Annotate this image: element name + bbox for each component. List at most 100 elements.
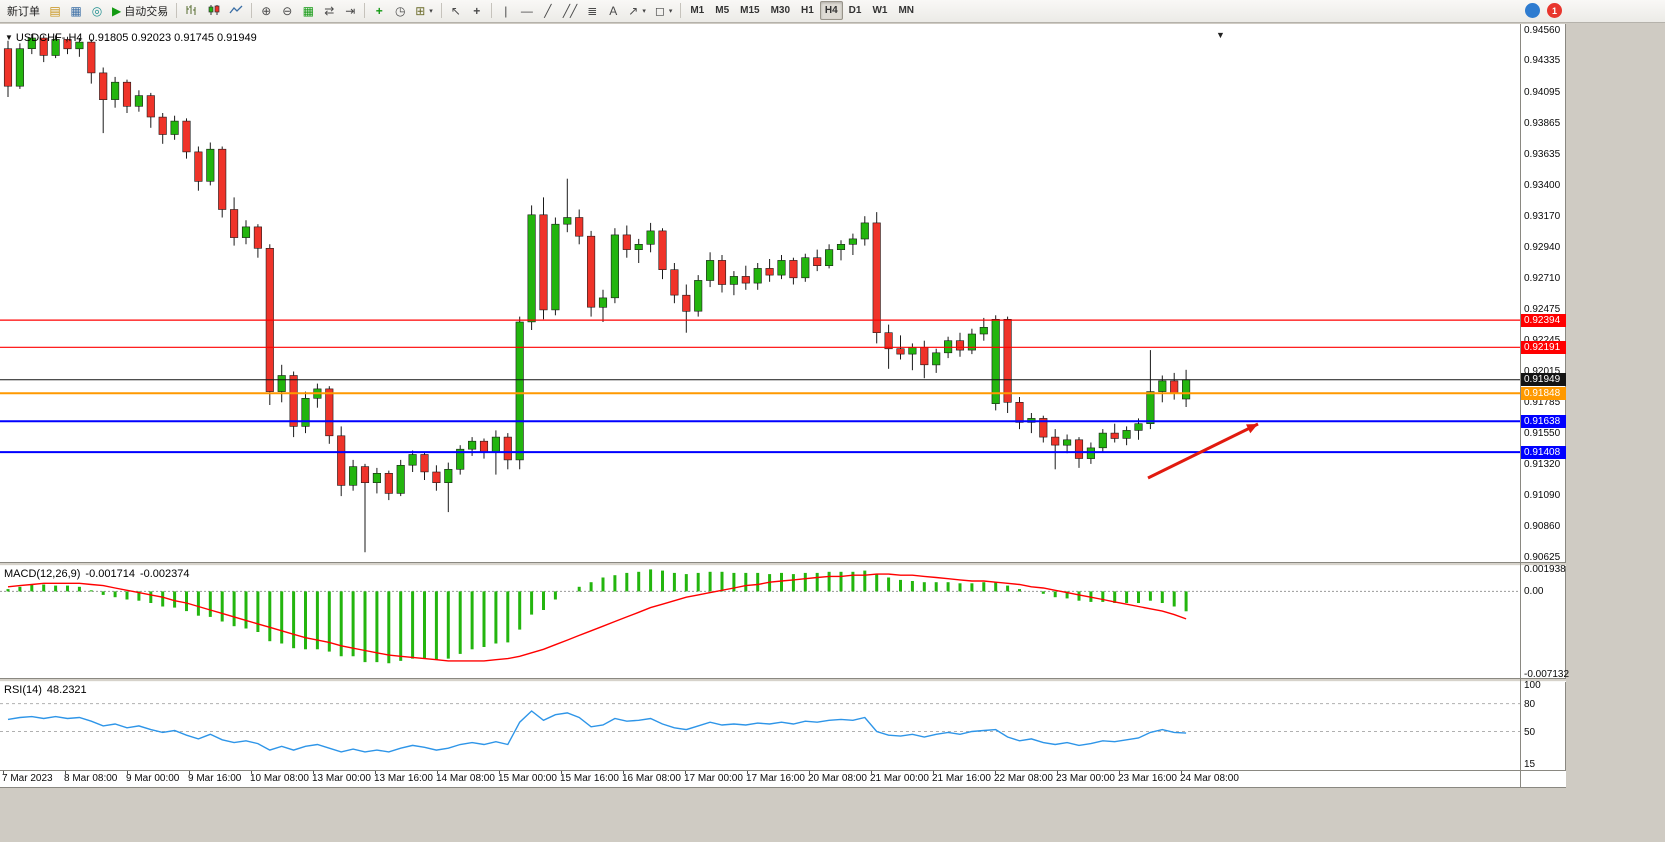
time-axis-tick <box>1181 771 1182 774</box>
chart-shift-button[interactable]: ⇥ <box>340 1 360 20</box>
price-line-label[interactable]: 0.91848 <box>1521 386 1566 400</box>
clock-icon: ◷ <box>394 3 406 18</box>
price-axis-label: 0.90860 <box>1524 520 1561 532</box>
trendline-icon: ╱ <box>544 3 552 18</box>
price-axis-label: 0.90625 <box>1524 552 1561 563</box>
crosshair-icon: + <box>473 3 481 18</box>
one-click-trading-toggle-icon[interactable]: ▼ <box>5 33 13 42</box>
time-axis-tick <box>995 771 996 774</box>
fibonacci-button[interactable]: ≣ <box>582 1 602 20</box>
toolbar-separator <box>490 3 492 18</box>
rsi-chart-canvas[interactable] <box>0 682 1520 770</box>
rsi-value: 48.2321 <box>46 684 87 696</box>
time-axis-label: 7 Mar 2023 <box>2 773 53 784</box>
line-chart-icon <box>229 4 243 18</box>
macd-histogram <box>6 569 1188 664</box>
toolbar-separator <box>176 3 178 18</box>
navigator-button[interactable]: ◎ <box>87 1 107 20</box>
price-axis-label: 0.92940 <box>1524 242 1561 253</box>
zoom-out-button[interactable]: ⊖ <box>277 1 297 20</box>
macd-chart-canvas[interactable] <box>0 566 1520 678</box>
arrow-tool-icon: ↗ <box>628 3 639 18</box>
horizontal-line-button[interactable]: — <box>517 1 537 20</box>
price-axis-label: 0.94095 <box>1524 87 1561 99</box>
periods-button[interactable]: ◷ <box>390 1 410 20</box>
timeframe-button-h4[interactable]: H4 <box>819 1 843 20</box>
time-axis-label: 21 Mar 16:00 <box>932 773 991 784</box>
market-watch-icon: ▤ <box>49 3 61 18</box>
price-line-label[interactable]: 0.91638 <box>1521 414 1566 428</box>
timeframe-button-m5[interactable]: M5 <box>710 1 734 20</box>
price-chart-canvas[interactable] <box>0 28 1520 562</box>
time-axis-label: 13 Mar 16:00 <box>374 773 433 784</box>
timeframe-button-mn[interactable]: MN <box>893 1 919 20</box>
timeframe-button-w1[interactable]: W1 <box>867 1 892 20</box>
time-axis[interactable] <box>0 770 1566 787</box>
text-tool-icon: A <box>609 3 618 18</box>
auto-scroll-button[interactable]: ⇄ <box>319 1 339 20</box>
macd-value: -0.001714 <box>85 568 135 580</box>
price-line-label[interactable]: 0.92394 <box>1521 313 1566 327</box>
timeframe-button-m15[interactable]: M15 <box>735 1 764 20</box>
time-axis-tick <box>561 771 562 774</box>
indicators-icon: + <box>375 3 383 18</box>
time-axis-label: 15 Mar 16:00 <box>560 773 619 784</box>
time-axis-tick <box>1119 771 1120 774</box>
channel-button[interactable]: ╱╱ <box>559 1 581 20</box>
price-line-label[interactable]: 0.92191 <box>1521 340 1566 354</box>
cursor-button[interactable]: ↖ <box>446 1 466 20</box>
crosshair-button[interactable]: + <box>467 1 487 20</box>
macd-axis-label: 0.001938 <box>1524 564 1566 575</box>
rsi-name: RSI(14) <box>4 684 42 696</box>
notifications-badge[interactable]: 1 <box>1547 3 1562 18</box>
bar-chart-button[interactable] <box>181 1 202 20</box>
toolbar-separator <box>251 3 253 18</box>
price-axis-label: 0.94335 <box>1524 55 1561 67</box>
line-chart-button[interactable] <box>225 1 247 20</box>
macd-signal-value: -0.002374 <box>139 568 190 580</box>
toolbar: 新订单 ▤ ▦ ◎ ▶ 自动交易 ⊕ ⊖ ▦ ⇄ ⇥ + ◷ ⊞ ▾ ↖ + | —… <box>0 0 1665 23</box>
timeframe-button-m1[interactable]: M1 <box>685 1 709 20</box>
time-axis-label: 20 Mar 08:00 <box>808 773 867 784</box>
toolbar-separator <box>440 3 442 18</box>
zoom-in-button[interactable]: ⊕ <box>256 1 276 20</box>
chart-shift-marker-icon[interactable]: ▼ <box>1216 30 1225 40</box>
timeframe-button-h1[interactable]: H1 <box>796 1 819 20</box>
candlestick-chart-icon <box>207 4 220 18</box>
horizontal-line-icon: — <box>520 3 533 18</box>
candlestick-chart-button[interactable] <box>203 1 224 20</box>
pane-splitter[interactable] <box>0 562 1566 566</box>
time-axis-tick <box>623 771 624 774</box>
time-axis-label: 13 Mar 00:00 <box>312 773 371 784</box>
time-axis-label: 23 Mar 16:00 <box>1118 773 1177 784</box>
price-line-label[interactable]: 0.91408 <box>1521 445 1566 459</box>
time-axis-label: 23 Mar 00:00 <box>1056 773 1115 784</box>
time-axis-tick <box>809 771 810 774</box>
community-icon[interactable] <box>1525 3 1540 18</box>
trendline-button[interactable]: ╱ <box>538 1 558 20</box>
market-watch-button[interactable]: ▤ <box>45 1 65 20</box>
tile-windows-button[interactable]: ▦ <box>298 1 318 20</box>
vertical-line-button[interactable]: | <box>496 1 516 20</box>
templates-button[interactable]: ⊞ ▾ <box>411 1 437 20</box>
price-axis-label: 0.94560 <box>1524 25 1561 36</box>
fibonacci-icon: ≣ <box>587 3 598 18</box>
text-tool-button[interactable]: A <box>603 1 623 20</box>
shapes-tool-button[interactable]: ◻ ▾ <box>651 1 676 20</box>
price-line-label[interactable]: 0.91949 <box>1521 373 1566 387</box>
time-axis-label: 22 Mar 08:00 <box>994 773 1053 784</box>
arrows-tool-button[interactable]: ↗ ▾ <box>624 1 650 20</box>
new-order-button[interactable]: 新订单 <box>3 1 44 20</box>
auto-trading-button[interactable]: ▶ 自动交易 <box>108 1 172 20</box>
timeframe-button-d1[interactable]: D1 <box>844 1 867 20</box>
time-axis-tick <box>375 771 376 774</box>
price-axis-border <box>1520 24 1521 787</box>
indicators-button[interactable]: + <box>369 1 389 20</box>
price-axis-label: 0.91320 <box>1524 458 1561 470</box>
price-axis-label: 0.93400 <box>1524 180 1561 192</box>
macd-axis-label: 0.00 <box>1524 586 1544 598</box>
timeframe-button-m30[interactable]: M30 <box>766 1 795 20</box>
time-axis-label: 15 Mar 00:00 <box>498 773 557 784</box>
data-window-button[interactable]: ▦ <box>66 1 86 20</box>
pane-splitter[interactable] <box>0 678 1566 682</box>
